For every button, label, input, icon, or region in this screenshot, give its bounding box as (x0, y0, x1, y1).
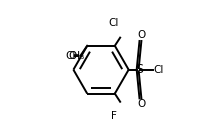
Text: O: O (69, 51, 77, 61)
Text: Cl: Cl (153, 65, 163, 75)
Text: O: O (137, 30, 146, 40)
Text: S: S (135, 63, 143, 76)
Text: O: O (137, 99, 146, 109)
Text: CH₃: CH₃ (65, 51, 84, 61)
Text: Cl: Cl (109, 18, 119, 28)
Text: F: F (111, 111, 117, 121)
